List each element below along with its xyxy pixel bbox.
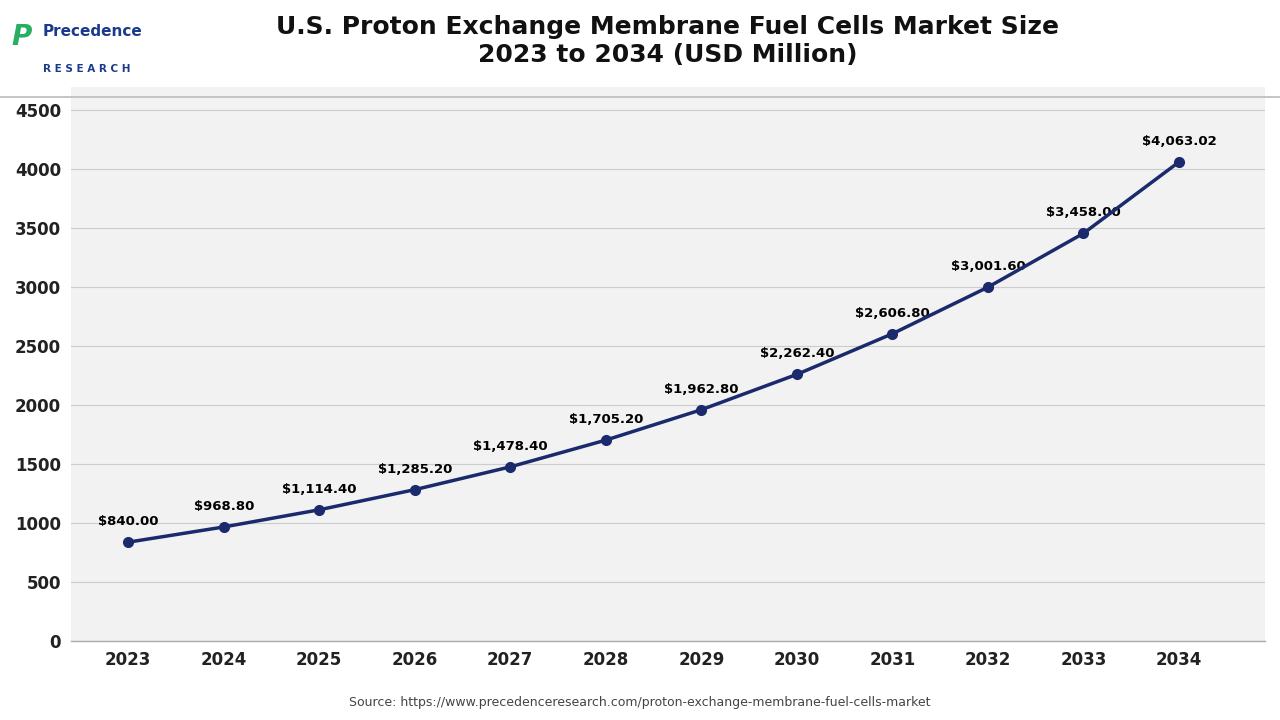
Title: U.S. Proton Exchange Membrane Fuel Cells Market Size
2023 to 2034 (USD Million): U.S. Proton Exchange Membrane Fuel Cells… bbox=[276, 15, 1060, 67]
Text: $3,458.00: $3,458.00 bbox=[1046, 207, 1121, 220]
Text: $1,962.80: $1,962.80 bbox=[664, 383, 739, 396]
Text: $968.80: $968.80 bbox=[193, 500, 253, 513]
Text: $2,606.80: $2,606.80 bbox=[855, 307, 929, 320]
Text: $3,001.60: $3,001.60 bbox=[951, 260, 1025, 274]
Text: $1,114.40: $1,114.40 bbox=[282, 483, 357, 496]
Text: Source: https://www.precedenceresearch.com/proton-exchange-membrane-fuel-cells-m: Source: https://www.precedenceresearch.c… bbox=[349, 696, 931, 709]
Text: Precedence: Precedence bbox=[44, 24, 143, 39]
Text: P: P bbox=[12, 24, 32, 51]
Text: $4,063.02: $4,063.02 bbox=[1142, 135, 1216, 148]
Text: $1,478.40: $1,478.40 bbox=[474, 440, 548, 453]
Text: $1,705.20: $1,705.20 bbox=[568, 413, 643, 426]
Text: R E S E A R C H: R E S E A R C H bbox=[44, 64, 131, 74]
Text: $2,262.40: $2,262.40 bbox=[759, 348, 835, 361]
Text: $840.00: $840.00 bbox=[97, 516, 159, 528]
Text: $1,285.20: $1,285.20 bbox=[378, 463, 452, 476]
